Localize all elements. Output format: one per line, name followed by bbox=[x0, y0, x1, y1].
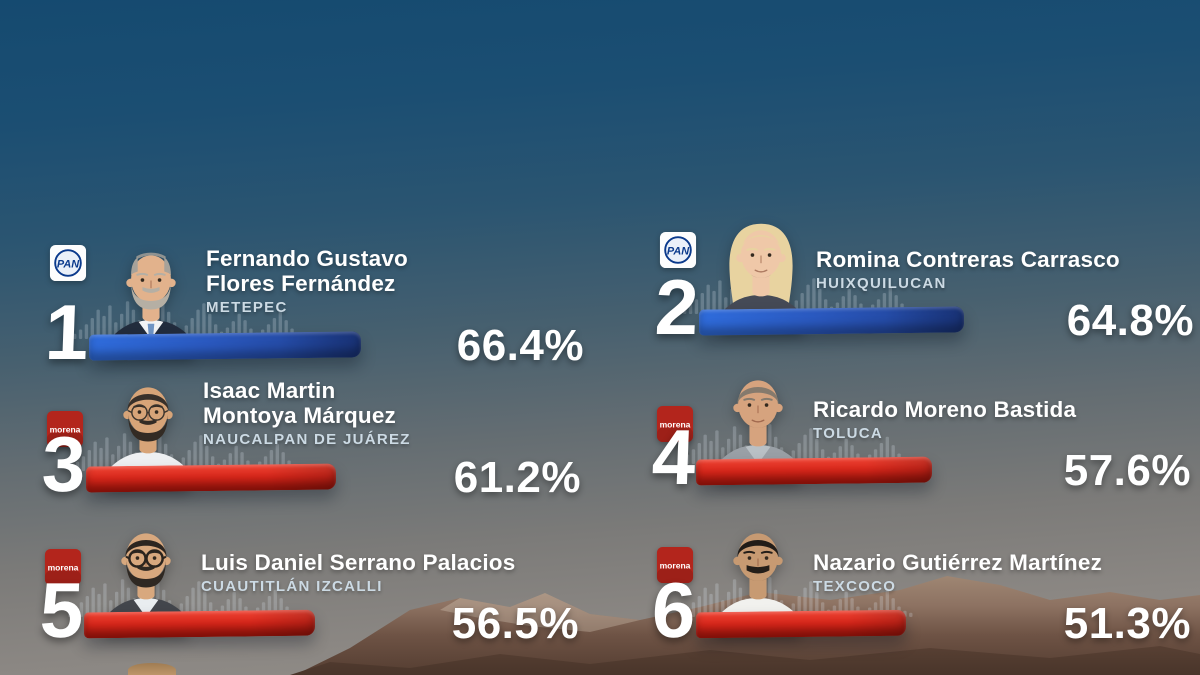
candidate-name: Romina Contreras Carrasco bbox=[816, 247, 1120, 272]
approval-percent: 61.2% bbox=[453, 453, 581, 502]
ranking-entry-1: PAN Fernando Gustavo Flores Fernández ME… bbox=[43, 230, 590, 377]
rank-number: 5 bbox=[38, 566, 85, 655]
rank-number: 4 bbox=[650, 413, 697, 502]
candidate-name: Fernando Gustavo Flores Fernández bbox=[206, 246, 408, 296]
municipality-label: CUAUTITLÁN IZCALLI bbox=[201, 578, 383, 595]
municipality-label: TOLUCA bbox=[813, 425, 884, 442]
candidate-name: Isaac Martin Montoya Márquez bbox=[203, 378, 397, 428]
ranking-entry-5: morena Luis Daniel Serrano Palacios CUAU… bbox=[38, 508, 585, 655]
svg-text:morena: morena bbox=[50, 424, 81, 434]
approval-bar bbox=[89, 331, 361, 361]
party-logo-icon: morena bbox=[656, 405, 694, 443]
municipality-label: METEPEC bbox=[206, 299, 288, 316]
approval-percent: 64.8% bbox=[1066, 296, 1194, 345]
ranking-entry-3: morena Isaac Martin Montoya Márquez NAUC… bbox=[40, 362, 587, 509]
party-logo-icon: morena bbox=[44, 548, 82, 586]
party-logo-icon: morena bbox=[656, 546, 694, 584]
municipality-label: HUIXQUILUCAN bbox=[816, 275, 947, 292]
svg-text:morena: morena bbox=[660, 560, 691, 570]
party-logo-icon: morena bbox=[46, 410, 84, 448]
candidate-info: Ricardo Moreno Bastida TOLUCA bbox=[813, 397, 1200, 442]
approval-bar bbox=[696, 609, 906, 639]
approval-bar bbox=[696, 456, 932, 486]
rank-number: 1 bbox=[43, 288, 90, 377]
ranking-entry-4: morena Ricardo Moreno Bastida TOLUCA 4 5… bbox=[650, 355, 1200, 502]
rank-number: 6 bbox=[650, 566, 697, 655]
approval-percent: 66.4% bbox=[456, 321, 584, 370]
candidate-name: Ricardo Moreno Bastida bbox=[813, 397, 1077, 422]
approval-bar bbox=[86, 463, 336, 493]
rank-number: 3 bbox=[40, 420, 87, 509]
candidate-info: Nazario Gutiérrez Martínez TEXCOCO bbox=[813, 550, 1200, 595]
svg-text:PAN: PAN bbox=[667, 245, 690, 257]
party-logo-icon: PAN bbox=[49, 244, 87, 282]
approval-bar bbox=[699, 306, 964, 336]
candidate-info: Isaac Martin Montoya Márquez NAUCALPAN D… bbox=[203, 378, 593, 448]
approval-percent: 51.3% bbox=[1063, 599, 1191, 648]
approval-bar bbox=[84, 609, 315, 639]
municipality-label: NAUCALPAN DE JUÁREZ bbox=[203, 431, 411, 448]
candidate-name: Nazario Gutiérrez Martínez bbox=[813, 550, 1103, 575]
candidate-info: Romina Contreras Carrasco HUIXQUILUCAN bbox=[816, 247, 1200, 292]
candidate-info: Luis Daniel Serrano Palacios CUAUTITLÁN … bbox=[201, 550, 591, 595]
svg-text:PAN: PAN bbox=[57, 258, 80, 270]
cutoff-next-photo bbox=[128, 663, 176, 675]
party-logo-icon: PAN bbox=[659, 231, 697, 269]
ranking-entry-6: morena Nazario Gutiérrez Martínez TEXCOC… bbox=[650, 508, 1200, 655]
approval-percent: 57.6% bbox=[1063, 446, 1191, 495]
ranking-entry-2: PAN Romina Contreras Carrasco HUIXQUILUC… bbox=[653, 205, 1200, 352]
municipality-label: TEXCOCO bbox=[813, 578, 897, 595]
candidate-name: Luis Daniel Serrano Palacios bbox=[201, 550, 516, 575]
svg-text:morena: morena bbox=[48, 562, 79, 572]
rank-number: 2 bbox=[653, 263, 700, 352]
candidate-info: Fernando Gustavo Flores Fernández METEPE… bbox=[206, 246, 596, 316]
svg-text:morena: morena bbox=[660, 419, 691, 429]
approval-percent: 56.5% bbox=[451, 599, 579, 648]
